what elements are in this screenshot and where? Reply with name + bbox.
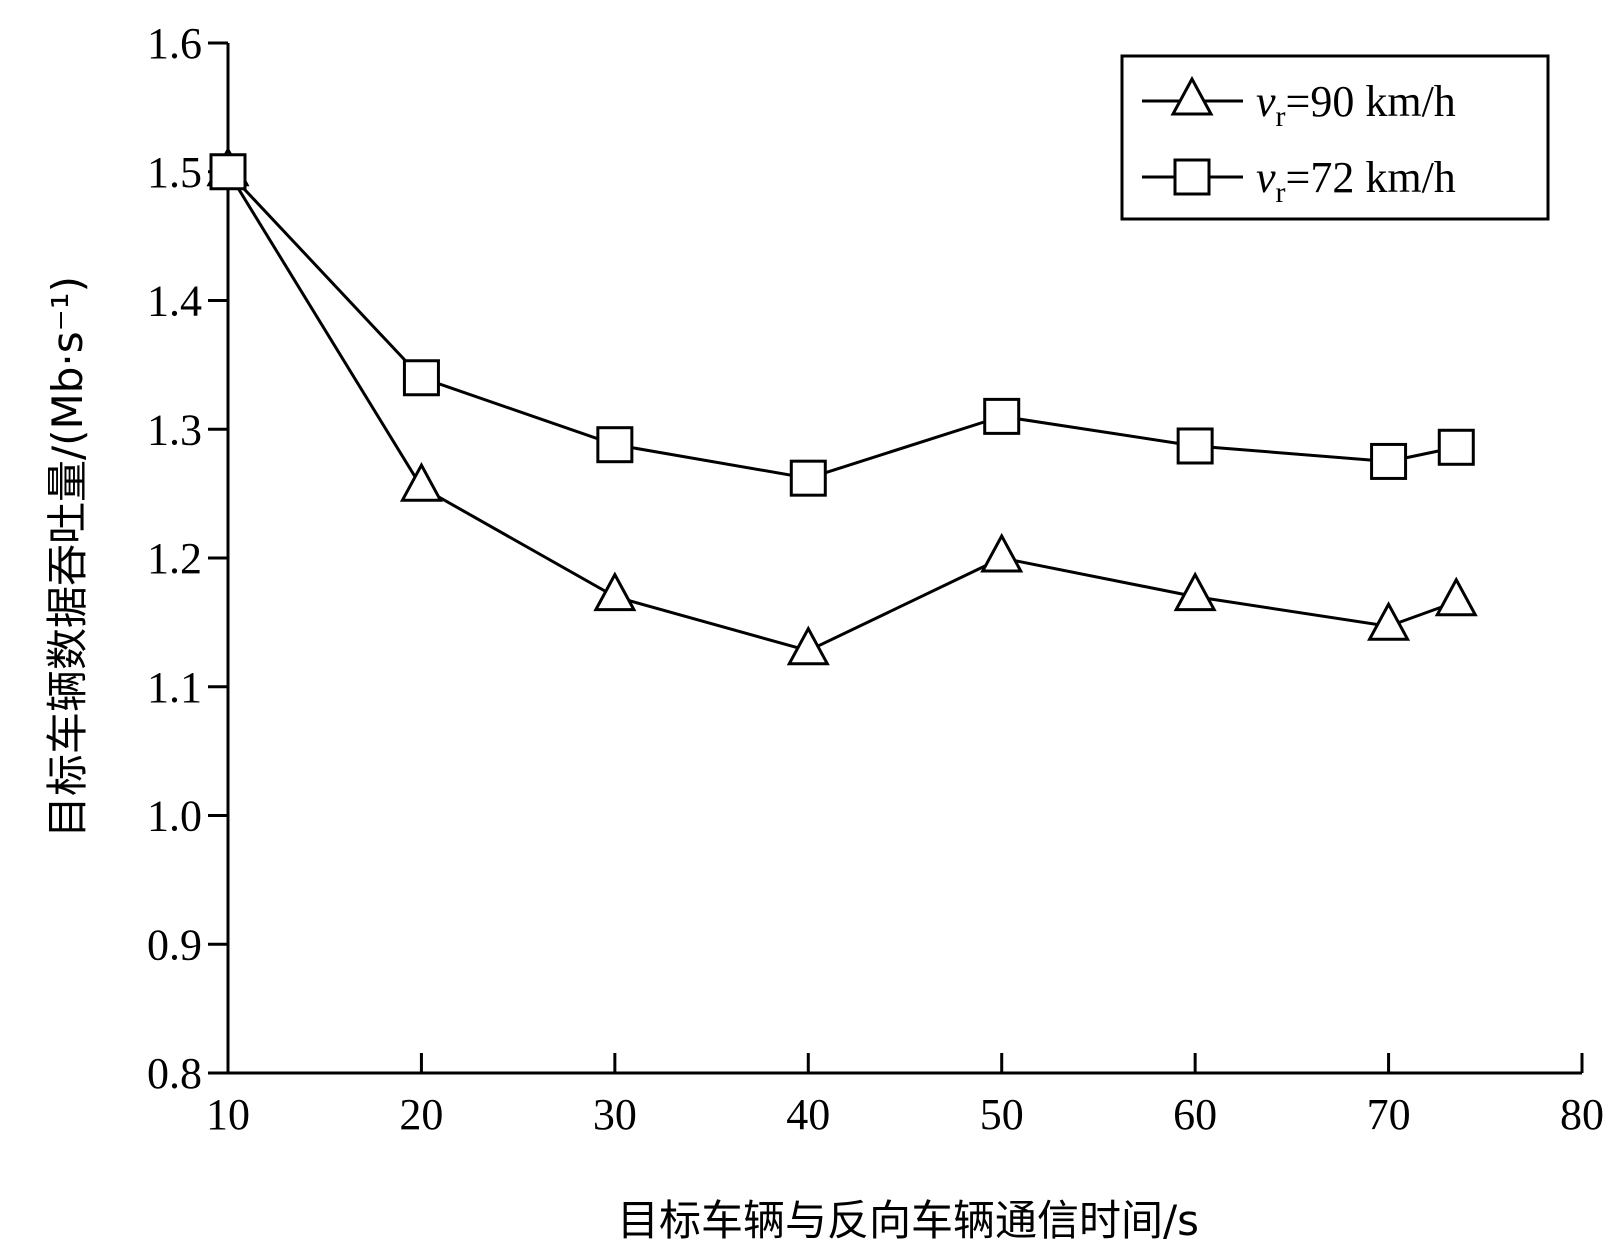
series-layer xyxy=(206,146,1478,666)
data-point-square xyxy=(1370,442,1408,480)
legend-label-value: =90 km/h xyxy=(1286,77,1456,126)
y-tick-label: 1.5 xyxy=(147,148,202,197)
x-tick-label: 40 xyxy=(786,1090,830,1139)
y-tick-label: 1.0 xyxy=(147,792,202,841)
data-point-square xyxy=(402,359,440,397)
legend-label-value: =72 km/h xyxy=(1286,153,1456,202)
y-tick-label: 0.8 xyxy=(147,1049,202,1098)
x-tick-label: 10 xyxy=(206,1090,250,1139)
data-point-triangle xyxy=(1367,601,1411,641)
data-point-triangle xyxy=(1173,571,1217,612)
data-point-square xyxy=(789,459,827,497)
series-vr72 xyxy=(209,153,1475,497)
x-axis-title: 目标车辆与反向车辆通信时间/s xyxy=(617,1196,1199,1245)
series-line xyxy=(226,170,1457,653)
legend: vr=90 km/hvr=72 km/h xyxy=(1120,54,1550,221)
x-tick-label: 70 xyxy=(1367,1090,1411,1139)
x-tick-label: 30 xyxy=(593,1090,637,1139)
series-vr90 xyxy=(206,146,1478,666)
legend-label-subscript: r xyxy=(1276,176,1286,209)
axes: 10 20 30 40 50 60 70 80 0.8 0.9 1.0 1.1 1.2 1.3 1.4 1.5… xyxy=(147,19,1604,1139)
x-tick-label: 80 xyxy=(1560,1090,1604,1139)
legend-marker-square xyxy=(1173,158,1211,196)
data-point-triangle xyxy=(1434,576,1478,617)
y-tick-label: 1.3 xyxy=(147,405,202,454)
y-tick-label: 1.1 xyxy=(147,663,202,712)
x-tick-label: 20 xyxy=(399,1090,443,1139)
y-tick-label: 0.9 xyxy=(147,920,202,969)
legend-label-var: v xyxy=(1256,77,1276,126)
x-tick-label: 60 xyxy=(1173,1090,1217,1139)
legend-label: vr=72 km/h xyxy=(1256,153,1456,209)
data-point-square xyxy=(1437,428,1475,466)
series-line xyxy=(226,170,1457,480)
data-point-square xyxy=(209,153,247,191)
data-point-square xyxy=(983,397,1021,435)
y-axis-title: 目标车辆数据吞吐量/(Mb·s⁻¹) xyxy=(43,276,92,838)
data-point-triangle xyxy=(980,532,1024,573)
y-tick-label: 1.4 xyxy=(147,277,202,326)
data-point-triangle xyxy=(399,462,443,502)
data-point-square xyxy=(596,426,634,464)
legend-label-subscript: r xyxy=(1276,100,1286,133)
y-tick-label: 1.6 xyxy=(147,19,202,68)
data-point-triangle xyxy=(786,625,830,666)
x-tick-label: 50 xyxy=(980,1090,1024,1139)
data-point-square xyxy=(1176,427,1214,465)
y-tick-label: 1.2 xyxy=(147,534,202,583)
data-point-triangle xyxy=(593,571,637,612)
legend-label: vr=90 km/h xyxy=(1256,77,1456,133)
legend-marker-triangle xyxy=(1170,75,1214,116)
legend-label-var: v xyxy=(1256,153,1276,202)
